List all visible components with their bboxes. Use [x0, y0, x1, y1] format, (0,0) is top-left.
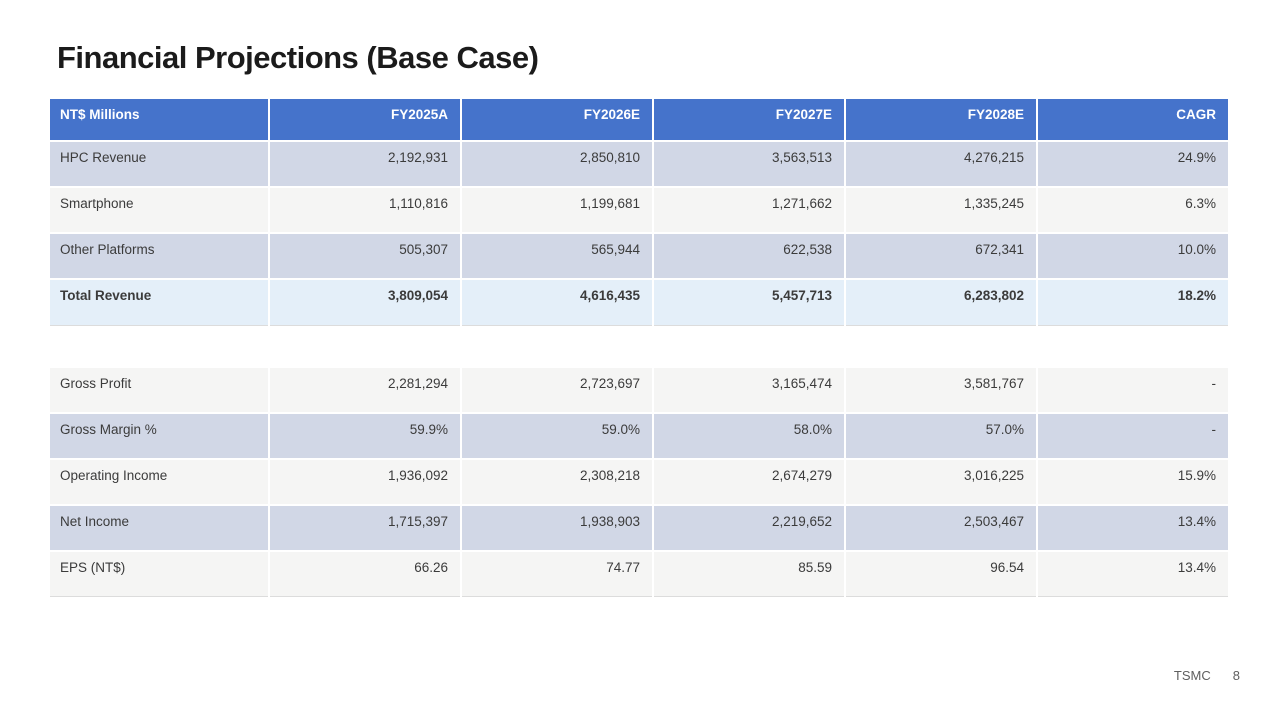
slide-title: Financial Projections (Base Case) [57, 40, 539, 75]
row-value: 1,110,816 [268, 186, 462, 234]
row-value: 3,809,054 [268, 278, 462, 326]
table-row: Gross Profit 2,281,294 2,723,697 3,165,474 3… [48, 365, 1230, 414]
row-label: Total Revenue [48, 278, 270, 326]
table-header-row: NT$ Millions FY2025A FY2026E FY2027E FY2… [48, 97, 1230, 142]
row-value: 2,674,279 [652, 457, 846, 506]
row-value: 57.0% [844, 411, 1038, 460]
row-value: 15.9% [1036, 457, 1230, 506]
row-value: 4,616,435 [460, 278, 654, 326]
row-value: 2,503,467 [844, 503, 1038, 552]
row-value: 3,165,474 [652, 365, 846, 414]
row-value: 2,308,218 [460, 457, 654, 506]
row-value: 3,563,513 [652, 140, 846, 188]
row-value: 2,281,294 [268, 365, 462, 414]
row-value: 565,944 [460, 232, 654, 280]
row-value: 59.0% [460, 411, 654, 460]
row-label: Gross Profit [48, 365, 270, 414]
section-spacer [48, 326, 1228, 366]
row-value: 6,283,802 [844, 278, 1038, 326]
row-value: 85.59 [652, 549, 846, 597]
row-value: 5,457,713 [652, 278, 846, 326]
row-label: Smartphone [48, 186, 270, 234]
table-row: Other Platforms 505,307 565,944 622,538 672,… [48, 232, 1230, 280]
table-row: HPC Revenue 2,192,931 2,850,810 3,563,513 4,… [48, 140, 1230, 188]
row-value: 59.9% [268, 411, 462, 460]
row-value: 58.0% [652, 411, 846, 460]
row-label: Gross Margin % [48, 411, 270, 460]
row-value: 18.2% [1036, 278, 1230, 326]
row-value: - [1036, 411, 1230, 460]
row-value: 13.4% [1036, 503, 1230, 552]
revenue-table-body: HPC Revenue 2,192,931 2,850,810 3,563,513 4,… [48, 140, 1230, 326]
header-cell-fy2025a: FY2025A [268, 97, 462, 142]
row-value: 4,276,215 [844, 140, 1038, 188]
header-cell-fy2026e: FY2026E [460, 97, 654, 142]
table-row: EPS (NT$) 66.26 74.77 85.59 96.54 13.4% [48, 549, 1230, 597]
row-value: 2,850,810 [460, 140, 654, 188]
row-value: 66.26 [268, 549, 462, 597]
header-cell-fy2027e: FY2027E [652, 97, 846, 142]
row-value: 505,307 [268, 232, 462, 280]
row-label: EPS (NT$) [48, 549, 270, 597]
footer-brand: TSMC [1173, 668, 1211, 683]
row-value: 13.4% [1036, 549, 1230, 597]
slide-footer: TSMC 8 [1174, 668, 1240, 683]
row-value: 1,199,681 [460, 186, 654, 234]
profitability-table-body: Gross Profit 2,281,294 2,723,697 3,165,474 3… [48, 365, 1230, 597]
page-number: 8 [1232, 668, 1240, 683]
row-value: - [1036, 365, 1230, 414]
profitability-table: Gross Profit 2,281,294 2,723,697 3,165,474 3… [48, 365, 1230, 597]
table-row: Gross Margin % 59.9% 59.0% 58.0% 57.0% - [48, 411, 1230, 460]
row-value: 1,938,903 [460, 503, 654, 552]
table-row: Smartphone 1,110,816 1,199,681 1,271,662 1,3… [48, 186, 1230, 234]
row-value: 96.54 [844, 549, 1038, 597]
table-header: NT$ Millions FY2025A FY2026E FY2027E FY2… [48, 97, 1230, 142]
row-value: 10.0% [1036, 232, 1230, 280]
row-value: 1,335,245 [844, 186, 1038, 234]
financial-projections-table-area: NT$ Millions FY2025A FY2026E FY2027E FY2… [48, 97, 1230, 597]
row-label: HPC Revenue [48, 140, 270, 188]
header-cell-units: NT$ Millions [48, 97, 270, 142]
row-label: Operating Income [48, 457, 270, 506]
row-value: 1,271,662 [652, 186, 846, 234]
revenue-table: NT$ Millions FY2025A FY2026E FY2027E FY2… [48, 97, 1230, 326]
row-value: 1,936,092 [268, 457, 462, 506]
row-value: 24.9% [1036, 140, 1230, 188]
row-value: 2,723,697 [460, 365, 654, 414]
header-cell-fy2028e: FY2028E [844, 97, 1038, 142]
row-value: 3,016,225 [844, 457, 1038, 506]
row-value: 74.77 [460, 549, 654, 597]
row-value: 672,341 [844, 232, 1038, 280]
table-row: Total Revenue 3,809,054 4,616,435 5,457,713… [48, 278, 1230, 326]
row-label: Other Platforms [48, 232, 270, 280]
row-label: Net Income [48, 503, 270, 552]
table-row: Net Income 1,715,397 1,938,903 2,219,652 2,5… [48, 503, 1230, 552]
header-cell-cagr: CAGR [1036, 97, 1230, 142]
row-value: 2,219,652 [652, 503, 846, 552]
row-value: 6.3% [1036, 186, 1230, 234]
row-value: 3,581,767 [844, 365, 1038, 414]
row-value: 1,715,397 [268, 503, 462, 552]
row-value: 2,192,931 [268, 140, 462, 188]
table-row: Operating Income 1,936,092 2,308,218 2,674,… [48, 457, 1230, 506]
row-value: 622,538 [652, 232, 846, 280]
